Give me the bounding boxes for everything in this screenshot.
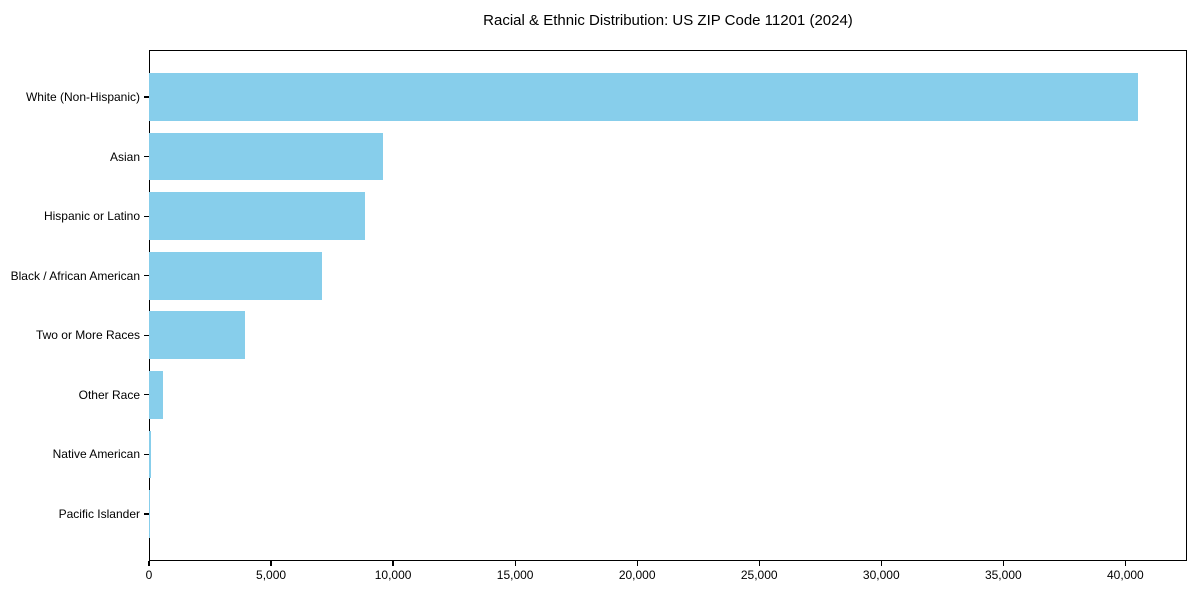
xtick-label: 10,000 xyxy=(374,568,412,582)
ytick-mark xyxy=(144,96,149,98)
ytick-mark xyxy=(144,215,149,217)
plot-area xyxy=(149,50,1187,561)
ytick-label: Other Race xyxy=(78,387,140,402)
xtick-mark xyxy=(270,561,272,566)
bar xyxy=(149,132,384,181)
bar xyxy=(149,311,246,360)
xtick-label: 0 xyxy=(145,568,153,582)
xtick-label: 30,000 xyxy=(862,568,900,582)
bar xyxy=(149,251,323,300)
bar xyxy=(149,73,1138,121)
bar xyxy=(149,430,151,479)
xtick-label: 25,000 xyxy=(740,568,778,582)
ytick-mark xyxy=(144,513,149,515)
ytick-mark xyxy=(144,394,149,396)
ytick-label: Black / African American xyxy=(10,268,140,283)
xtick-mark xyxy=(758,561,760,566)
ytick-label: Pacific Islander xyxy=(58,506,140,521)
xtick-mark xyxy=(1002,561,1004,566)
ytick-mark xyxy=(144,275,149,277)
xtick-label: 15,000 xyxy=(496,568,534,582)
ytick-mark xyxy=(144,156,149,158)
bar xyxy=(149,192,366,240)
bar xyxy=(149,490,150,538)
ytick-label: Native American xyxy=(52,447,140,462)
ytick-label: Asian xyxy=(109,149,140,164)
xtick-mark xyxy=(148,561,150,566)
xtick-label: 5,000 xyxy=(256,568,287,582)
xtick-mark xyxy=(636,561,638,566)
bar xyxy=(149,371,164,419)
chart-title: Racial & Ethnic Distribution: US ZIP Cod… xyxy=(483,12,853,29)
xtick-label: 35,000 xyxy=(984,568,1022,582)
xtick-mark xyxy=(1124,561,1126,566)
xtick-mark xyxy=(880,561,882,566)
xtick-mark xyxy=(514,561,516,566)
xtick-label: 40,000 xyxy=(1107,568,1144,582)
ytick-label: White (Non-Hispanic) xyxy=(25,90,140,105)
ytick-mark xyxy=(144,453,149,455)
ytick-label: Hispanic or Latino xyxy=(43,209,140,224)
xtick-label: 20,000 xyxy=(618,568,656,582)
ytick-mark xyxy=(144,334,149,336)
xtick-mark xyxy=(392,561,394,566)
ytick-label: Two or More Races xyxy=(35,328,140,343)
